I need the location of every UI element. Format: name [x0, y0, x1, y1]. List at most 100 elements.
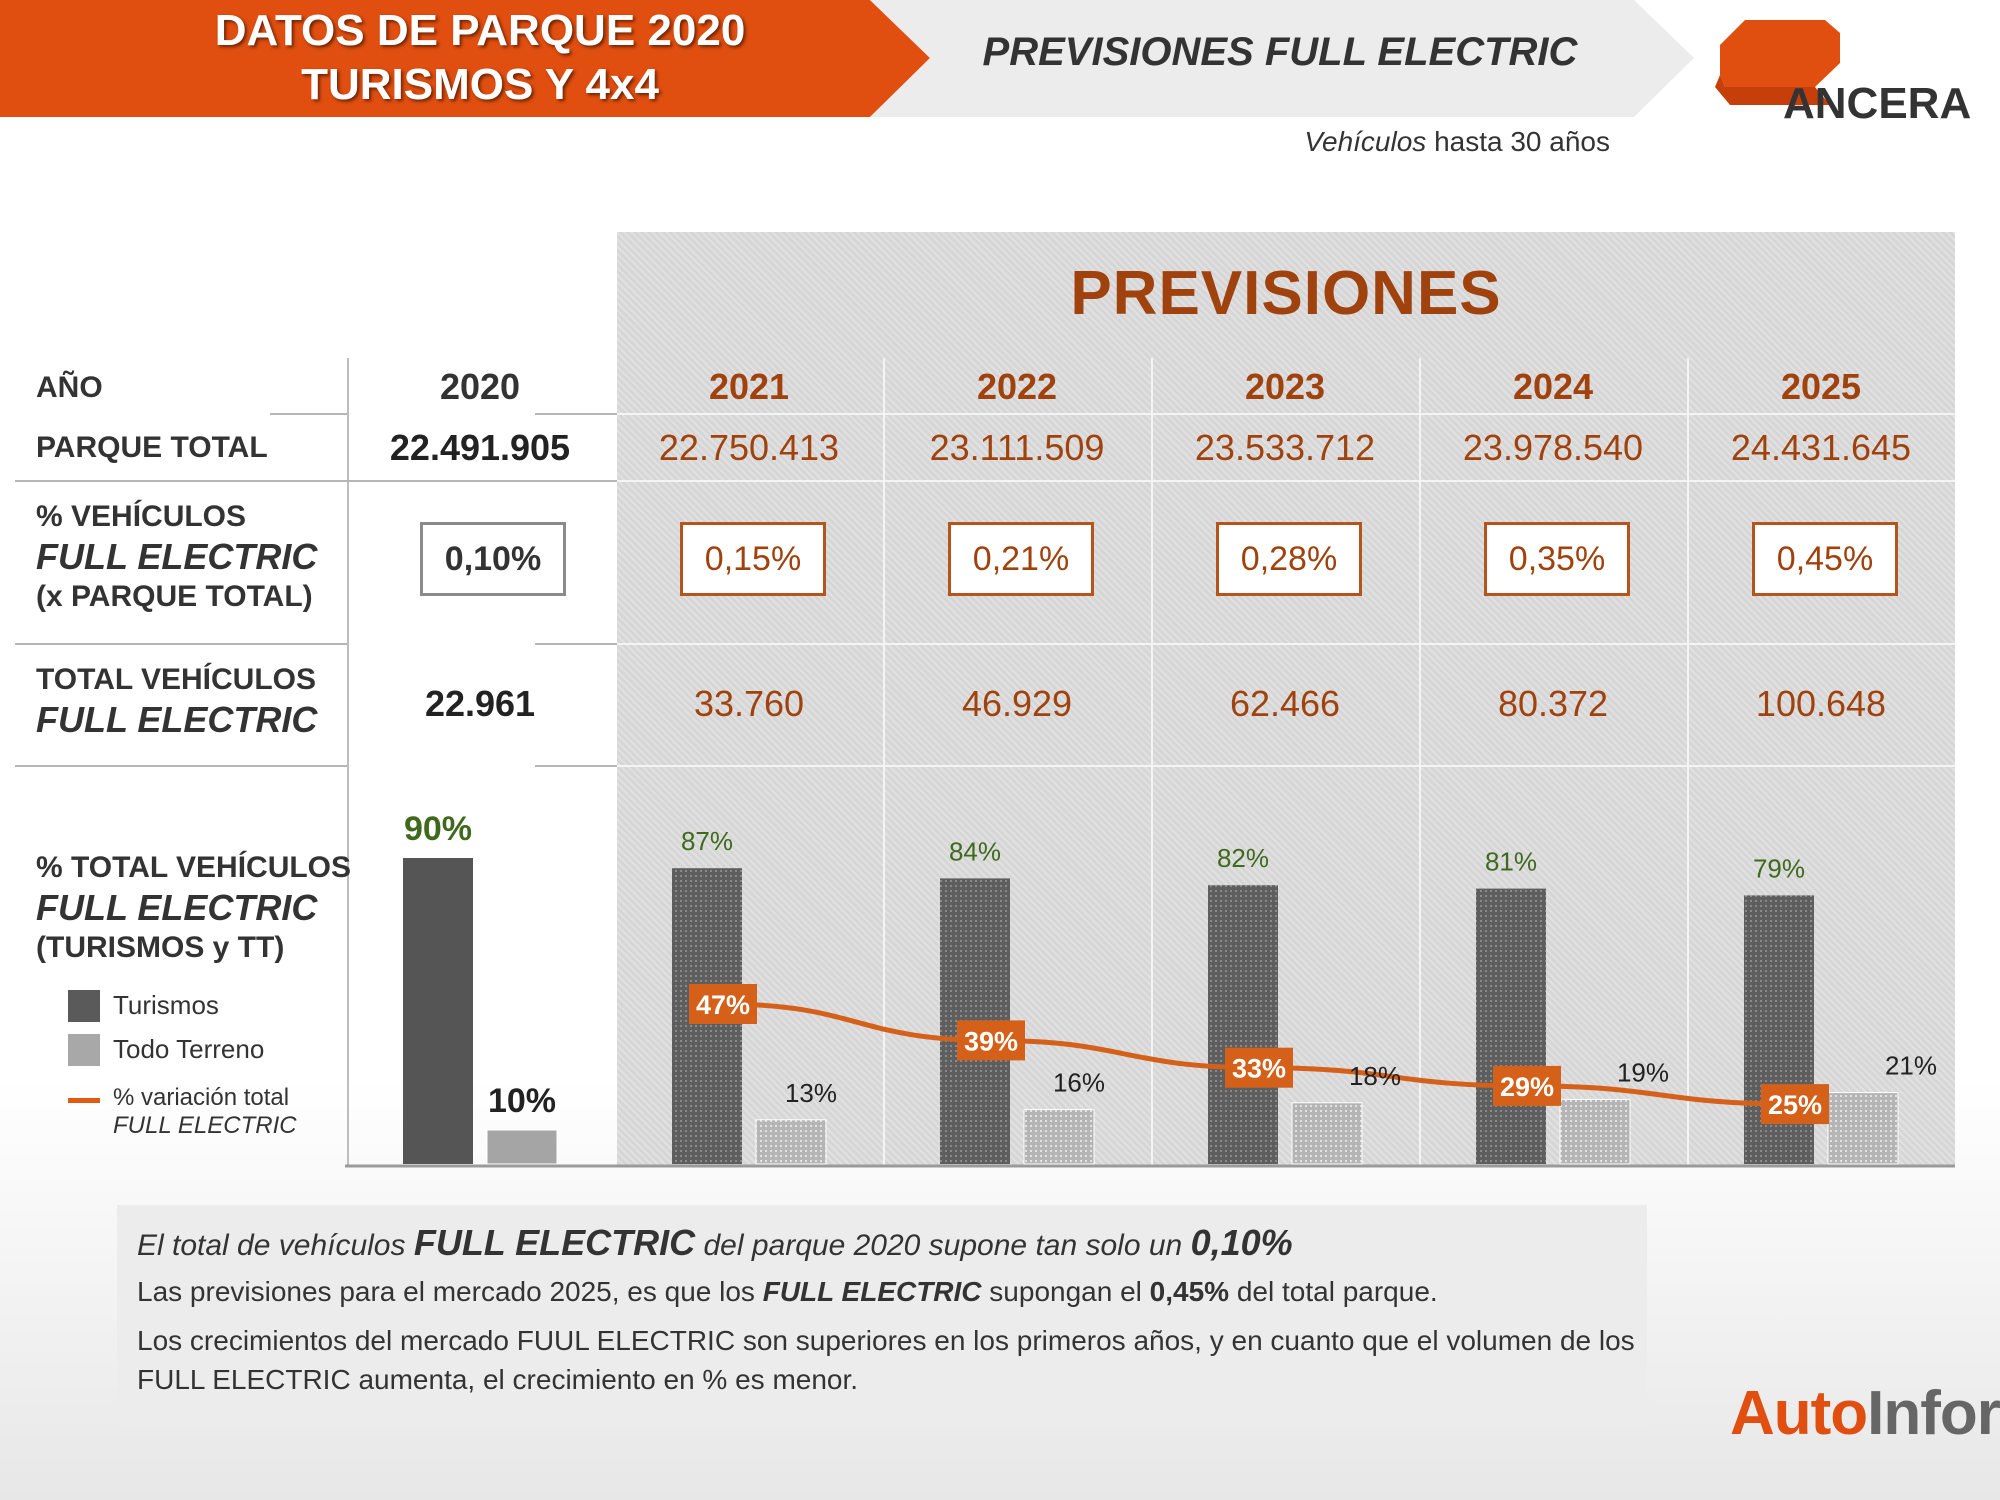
label-todo-terreno-2020: 10%	[488, 1082, 556, 1120]
year-2025: 2025	[1780, 366, 1862, 407]
pct-box-2024: 0,35%	[1484, 522, 1630, 596]
label-pct-line3: (x PARQUE TOTAL)	[36, 580, 313, 613]
divider-h	[535, 643, 617, 645]
bar-turismos-2024	[1476, 888, 1546, 1164]
total-fe-2020: 22.961	[424, 683, 536, 724]
summary-line2-d: 0,45%	[1149, 1276, 1230, 1307]
autoinfor-part1: Auto	[1730, 1379, 1868, 1448]
pct-box-2021: 0,15%	[680, 522, 826, 596]
line-label-2021: 47%	[696, 990, 750, 1020]
line-label-2023: 33%	[1232, 1054, 1286, 1084]
autoinfor-logo: AutoInfor	[1730, 1378, 2000, 1449]
line-marker-2021	[689, 984, 757, 1024]
forecast-panel	[617, 232, 1955, 1167]
legend-turismos: Turismos	[113, 990, 219, 1020]
label-todo-terreno-2025: 21%	[1885, 1051, 1937, 1081]
divider-v	[1687, 358, 1689, 1166]
year-2023: 2023	[1244, 366, 1326, 407]
divider-h	[270, 413, 347, 415]
parque-2025: 24.431.645	[1730, 427, 1912, 468]
legend-variacion-line2: FULL ELECTRIC	[113, 1112, 297, 1139]
legend-swatch-todo-terreno	[68, 1034, 100, 1066]
line-marker-2022	[957, 1020, 1025, 1061]
label-chart-line2: FULL ELECTRIC	[36, 887, 318, 928]
header-left-banner	[0, 0, 930, 117]
divider-h	[617, 765, 1955, 767]
summary-line1-c: del parque 2020 supone tan solo un	[695, 1229, 1191, 1262]
total-fe-2023: 62.466	[1229, 683, 1341, 724]
divider-h	[15, 643, 347, 645]
summary-line2: Las previsiones para el mercado 2025, es…	[137, 1276, 1438, 1308]
label-todo-terreno-2022: 16%	[1053, 1068, 1105, 1098]
summary-line2-b: FULL ELECTRIC	[762, 1276, 982, 1307]
label-pct-line1: % VEHÍCULOS	[36, 500, 247, 533]
label-total-full-electric: TOTAL VEHÍCULOS FULL ELECTRIC	[36, 660, 317, 740]
legend-swatch-turismos	[68, 990, 100, 1022]
label-turismos-2021: 87%	[681, 826, 733, 856]
label-chart-line1: % TOTAL VEHÍCULOS	[36, 851, 352, 884]
summary-line2-e: del total parque.	[1229, 1276, 1438, 1307]
summary-line2-c: supongan el	[981, 1276, 1150, 1307]
parque-2021: 22.750.413	[658, 427, 840, 468]
autoinfor-part2: Infor	[1867, 1379, 2000, 1448]
bar-todo-terreno-2020	[486, 1129, 558, 1165]
pct-box-2022: 0,21%	[948, 522, 1094, 596]
bar-todo-terreno-2025	[1827, 1092, 1899, 1165]
divider-v	[883, 358, 885, 1166]
bar-todo-terreno-2021	[755, 1119, 827, 1165]
bar-turismos-2020	[403, 858, 473, 1164]
header-left-line2: TURISMOS Y 4x4	[301, 60, 659, 109]
label-year: AÑO	[36, 371, 103, 404]
parque-2023: 23.533.712	[1194, 427, 1376, 468]
label-chart: % TOTAL VEHÍCULOS FULL ELECTRIC (TURISMO…	[36, 848, 351, 968]
divider-h	[15, 480, 617, 482]
line-marker-2025	[1761, 1084, 1829, 1125]
divider-v	[347, 358, 349, 1166]
parque-2020: 22.491.905	[389, 427, 571, 468]
line-label-2022: 39%	[964, 1026, 1018, 1056]
legend-variacion: % variación total FULL ELECTRIC	[113, 1084, 297, 1140]
year-2022: 2022	[976, 366, 1058, 407]
label-todo-terreno-2024: 19%	[1617, 1057, 1669, 1087]
bar-todo-terreno-2022	[1023, 1109, 1095, 1165]
label-total-line2: FULL ELECTRIC	[36, 699, 318, 740]
bar-turismos-2023	[1208, 885, 1278, 1164]
label-pct-full-electric: % VEHÍCULOS FULL ELECTRIC (x PARQUE TOTA…	[36, 497, 317, 617]
parque-2022: 23.111.509	[929, 427, 1105, 468]
line-label-2025: 25%	[1768, 1090, 1822, 1120]
header-middle-banner	[870, 0, 1694, 117]
legend-variacion-line1: % variación total	[113, 1084, 290, 1111]
label-todo-terreno-2023: 18%	[1349, 1061, 1401, 1091]
divider-h	[617, 643, 1955, 645]
pct-box-2025: 0,45%	[1752, 522, 1898, 596]
divider-h	[617, 480, 1955, 482]
summary-line1-b: FULL ELECTRIC	[413, 1222, 696, 1263]
label-pct-line2: FULL ELECTRIC	[36, 536, 318, 577]
label-todo-terreno-2021: 13%	[785, 1078, 837, 1108]
divider-v	[1151, 358, 1153, 1166]
header-left-line1: DATOS DE PARQUE 2020	[214, 6, 746, 55]
bar-todo-terreno-2023	[1291, 1102, 1363, 1165]
label-turismos-2025: 79%	[1753, 853, 1805, 883]
year-2021: 2021	[708, 366, 790, 407]
pct-box-2020: 0,10%	[420, 522, 566, 596]
label-turismos-2024: 81%	[1485, 847, 1537, 877]
logo-text: ANCERA	[1783, 79, 1971, 125]
subnote: Vehículos hasta 30 años	[1300, 126, 1610, 158]
summary-line4: FULL ELECTRIC aumenta, el crecimiento en…	[137, 1364, 859, 1395]
divider-v	[1419, 358, 1421, 1166]
header-left-title: DATOS DE PARQUE 2020 TURISMOS Y 4x4	[0, 4, 960, 112]
header-middle-title: PREVISIONES FULL ELECTRIC	[982, 30, 1578, 74]
line-marker-2024	[1493, 1065, 1561, 1106]
line-label-2024: 29%	[1500, 1072, 1554, 1102]
ancera-logo: ANCERA	[1715, 20, 1971, 125]
summary-line1-d: 0,10%	[1190, 1222, 1293, 1263]
parque-2024: 23.978.540	[1462, 427, 1644, 468]
year-2024: 2024	[1512, 366, 1594, 407]
pct-box-2023: 0,28%	[1216, 522, 1362, 596]
subnote-rest: hasta 30 años	[1426, 126, 1610, 157]
total-fe-2022: 46.929	[961, 683, 1073, 724]
divider-h	[15, 765, 347, 767]
summary-line2-a: Las previsiones para el mercado 2025, es…	[137, 1276, 763, 1307]
